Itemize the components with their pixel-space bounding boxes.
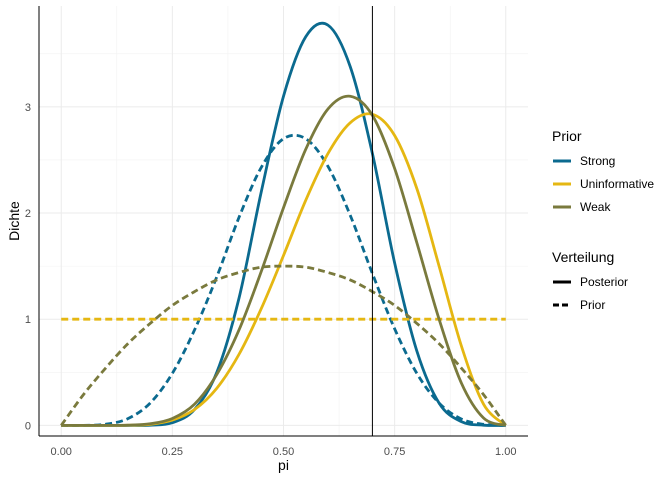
y-tick-label: 3: [25, 102, 31, 114]
legend-label-weak: Weak: [580, 200, 611, 214]
series-line-strong-prior: [61, 133, 506, 427]
series-line-weak-posterior: [61, 94, 507, 427]
legend-item-weak: Weak: [553, 200, 611, 214]
y-tick-label: 1: [25, 314, 31, 326]
x-axis-title: pi: [278, 457, 289, 473]
legend-item-posterior: Posterior: [553, 275, 628, 289]
legend-label-posterior: Posterior: [580, 275, 628, 289]
y-axis-title: Dichte: [6, 201, 22, 241]
tick-labels: 0.00 0.25 0.50 0.75 1.00 0 1 2 3: [25, 102, 517, 458]
legend: Prior Strong Uninformative Weak Verteilu…: [552, 128, 654, 312]
legend-title-verteilung: Verteilung: [552, 249, 614, 265]
legend-item-uninformative: Uninformative: [553, 177, 654, 191]
x-tick-label: 0.25: [162, 446, 183, 458]
x-tick-label: 0.00: [51, 446, 72, 458]
axes: [38, 6, 528, 437]
x-tick-label: 1.00: [495, 446, 516, 458]
y-tick-label: 2: [25, 208, 31, 220]
legend-item-strong: Strong: [553, 154, 615, 168]
y-tick-label: 0: [25, 420, 31, 432]
x-tick-label: 0.75: [384, 446, 405, 458]
legend-label-prior: Prior: [580, 298, 605, 312]
legend-title-prior: Prior: [552, 128, 582, 144]
grid: [39, 6, 528, 436]
x-tick-label: 0.50: [273, 446, 294, 458]
legend-label-strong: Strong: [580, 154, 615, 168]
legend-item-prior: Prior: [553, 298, 605, 312]
series-line-weak-prior: [60, 264, 507, 427]
series-lines: [60, 21, 507, 427]
legend-label-uninformative: Uninformative: [580, 177, 654, 191]
